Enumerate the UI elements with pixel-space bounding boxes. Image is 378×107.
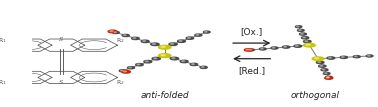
Circle shape	[316, 61, 324, 64]
Circle shape	[110, 31, 113, 32]
Circle shape	[122, 71, 130, 73]
Circle shape	[129, 67, 132, 68]
Circle shape	[306, 44, 310, 45]
Circle shape	[366, 55, 373, 57]
Circle shape	[182, 61, 184, 62]
Circle shape	[321, 69, 328, 71]
Text: orthogonal: orthogonal	[290, 91, 339, 100]
Circle shape	[273, 47, 275, 48]
Circle shape	[303, 37, 305, 38]
Circle shape	[249, 49, 251, 50]
Circle shape	[325, 76, 332, 78]
Circle shape	[144, 60, 152, 63]
Circle shape	[161, 46, 165, 47]
Circle shape	[172, 58, 175, 59]
Circle shape	[169, 43, 177, 45]
Circle shape	[137, 64, 140, 65]
Circle shape	[353, 56, 360, 58]
Circle shape	[297, 29, 304, 31]
Text: S: S	[59, 37, 64, 42]
Circle shape	[188, 37, 190, 38]
Text: R$_2$: R$_2$	[116, 36, 125, 45]
Circle shape	[320, 65, 323, 66]
Circle shape	[170, 57, 178, 60]
Circle shape	[124, 71, 127, 72]
Circle shape	[178, 40, 186, 42]
Circle shape	[119, 70, 126, 72]
Circle shape	[122, 34, 129, 36]
Circle shape	[355, 56, 357, 57]
Text: [Red.]: [Red.]	[238, 66, 265, 75]
Circle shape	[195, 34, 202, 36]
Circle shape	[246, 49, 249, 50]
Circle shape	[327, 57, 335, 59]
Text: R$_1$: R$_1$	[0, 36, 6, 45]
Text: [Ox.]: [Ox.]	[240, 27, 263, 36]
Circle shape	[248, 49, 254, 51]
Circle shape	[259, 48, 266, 50]
Text: R$_1$: R$_1$	[0, 78, 6, 87]
Text: anti-folded: anti-folded	[140, 91, 189, 100]
Circle shape	[201, 67, 204, 68]
Circle shape	[180, 60, 188, 63]
Circle shape	[312, 57, 324, 60]
Circle shape	[158, 45, 171, 49]
Circle shape	[170, 43, 174, 44]
Circle shape	[136, 64, 143, 66]
Circle shape	[325, 73, 327, 74]
Circle shape	[113, 31, 119, 33]
Circle shape	[124, 35, 126, 36]
Circle shape	[143, 41, 146, 42]
Circle shape	[161, 54, 165, 56]
Circle shape	[186, 37, 194, 39]
Circle shape	[141, 40, 149, 43]
Circle shape	[314, 58, 319, 59]
Circle shape	[368, 55, 370, 56]
Circle shape	[297, 26, 299, 27]
Circle shape	[282, 46, 290, 48]
Circle shape	[152, 57, 160, 60]
Circle shape	[322, 69, 325, 70]
Text: S: S	[59, 80, 64, 85]
Circle shape	[146, 61, 148, 62]
Circle shape	[326, 77, 329, 78]
Circle shape	[299, 33, 307, 35]
Circle shape	[319, 65, 326, 67]
Circle shape	[301, 33, 303, 34]
Circle shape	[296, 26, 302, 28]
Circle shape	[179, 40, 182, 41]
Circle shape	[151, 43, 159, 46]
Circle shape	[114, 32, 116, 33]
Circle shape	[328, 57, 331, 58]
Circle shape	[203, 31, 210, 33]
Circle shape	[305, 41, 308, 42]
Circle shape	[108, 30, 117, 33]
Text: R$_2$: R$_2$	[116, 78, 125, 87]
Circle shape	[284, 46, 287, 47]
Circle shape	[190, 63, 198, 66]
Circle shape	[205, 31, 207, 32]
Circle shape	[340, 56, 347, 58]
Circle shape	[132, 37, 139, 39]
Circle shape	[261, 48, 263, 49]
Circle shape	[325, 77, 333, 79]
Circle shape	[244, 49, 253, 51]
Circle shape	[200, 66, 207, 68]
Circle shape	[294, 45, 302, 47]
Circle shape	[302, 37, 309, 39]
Circle shape	[127, 67, 135, 69]
Circle shape	[296, 45, 298, 46]
Circle shape	[158, 54, 171, 57]
Circle shape	[133, 38, 136, 39]
Circle shape	[154, 58, 156, 59]
Circle shape	[271, 47, 278, 49]
Circle shape	[192, 64, 194, 65]
Circle shape	[323, 72, 330, 74]
Circle shape	[121, 70, 123, 71]
Circle shape	[304, 40, 311, 43]
Circle shape	[304, 43, 315, 47]
Circle shape	[196, 34, 199, 35]
